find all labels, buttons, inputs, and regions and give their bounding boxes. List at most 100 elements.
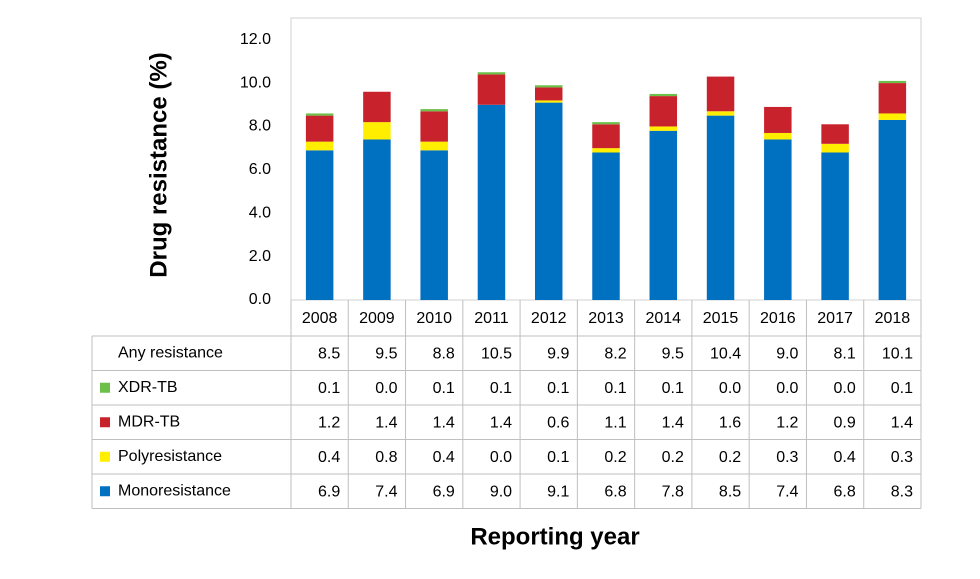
table-cell: 0.4 [833,449,855,466]
table-cell: 10.4 [710,345,741,362]
table-cell: 8.8 [433,345,455,362]
table-cell: 10.5 [481,345,512,362]
bar-segment [706,76,735,112]
bar-segment [764,106,792,133]
x-tick-label: 2011 [474,310,509,327]
table-cell: 0.4 [318,449,340,466]
legend-swatch [100,486,110,497]
table-cell: 9.9 [547,345,569,362]
legend-swatch [100,417,110,428]
bar-segment [878,83,907,114]
bar-segment [305,113,334,116]
bar-segment [821,152,849,300]
table-cell: 7.4 [375,483,397,500]
bar-segment [477,104,506,301]
bar-segment [420,111,448,142]
x-tick-label: 2012 [531,310,567,327]
bar-segment [534,100,563,103]
table-cell: 1.4 [662,414,684,431]
bar-segment [821,143,849,153]
bar-segment [878,80,907,84]
y-tick-label: 12.0 [240,31,271,48]
legend-swatch [100,451,110,462]
bar-segment [878,119,907,300]
table-cell: 9.0 [490,483,512,500]
table-cell: 0.1 [490,380,512,397]
table-cell: 10.1 [882,345,913,362]
x-tick-label: 2013 [588,310,624,327]
bar-segment [477,74,506,105]
bar-segment [534,87,563,101]
table-cell: 0.8 [375,449,397,466]
table-cell: 0.1 [433,380,455,397]
row-label: Monoresistance [118,482,231,499]
table-cell: 6.9 [433,483,455,500]
table-cell: 0.1 [604,380,626,397]
bar-segment [363,139,391,300]
table-cell: 0.0 [833,380,855,397]
row-label: MDR-TB [118,413,180,430]
bar-segment [706,111,735,116]
bar-segment [592,124,620,149]
table-cell: 0.4 [433,449,455,466]
bar-segment [477,72,506,75]
bar-segment [821,124,849,144]
row-label: Any resistance [118,344,223,361]
table-cell: 0.9 [833,414,855,431]
table-cell: 0.1 [318,380,340,397]
bar-segment [592,122,620,125]
table-cell: 0.6 [547,414,569,431]
x-tick-label: 2008 [302,310,338,327]
table-cell: 8.5 [318,345,340,362]
bar-segment [649,96,678,127]
bar-segment [363,91,391,123]
bar-segment [305,150,334,300]
x-axis-title: Reporting year [470,523,639,550]
table-cell: 0.3 [776,449,798,466]
bar-segment [363,122,391,140]
table-cell: 8.3 [891,483,913,500]
table-cell: 1.2 [318,414,340,431]
bar-segment [592,148,620,153]
table-cell: 0.2 [604,449,626,466]
y-tick-label: 2.0 [249,248,271,265]
x-tick-label: 2017 [817,310,853,327]
table-cell: 0.1 [662,380,684,397]
table-cell: 8.1 [833,345,855,362]
bar-segment [706,115,735,300]
bar-segment [420,141,448,151]
table-cell: 8.2 [604,345,626,362]
table-cell: 0.0 [719,380,741,397]
table-cell: 9.0 [776,345,798,362]
bar-segment [305,115,334,142]
bar-segment [420,150,448,300]
bar-segment [764,132,792,140]
table-cell: 9.1 [547,483,569,500]
table-cell: 0.1 [547,380,569,397]
table-cell: 9.5 [375,345,397,362]
bar-segment [649,126,678,131]
table-cell: 1.2 [776,414,798,431]
table-cell: 0.1 [891,380,913,397]
table-cell: 0.0 [776,380,798,397]
y-tick-label: 10.0 [240,74,271,91]
table-cell: 0.1 [547,449,569,466]
bar-segment [534,85,563,88]
y-tick-label: 4.0 [249,204,271,221]
table-cell: 0.0 [375,380,397,397]
bar-segment [649,130,678,300]
row-label: Polyresistance [118,448,222,465]
y-tick-label: 0.0 [249,291,271,308]
table-cell: 1.6 [719,414,741,431]
table-cell: 8.5 [719,483,741,500]
table-cell: 1.4 [375,414,397,431]
table-cell: 1.4 [891,414,913,431]
y-axis-title: Drug resistance (%) [145,52,172,277]
x-tick-label: 2018 [875,310,911,327]
table-cell: 6.9 [318,483,340,500]
table-cell: 1.1 [604,414,626,431]
x-tick-label: 2015 [703,310,739,327]
x-tick-label: 2009 [359,310,395,327]
x-tick-label: 2014 [645,310,681,327]
